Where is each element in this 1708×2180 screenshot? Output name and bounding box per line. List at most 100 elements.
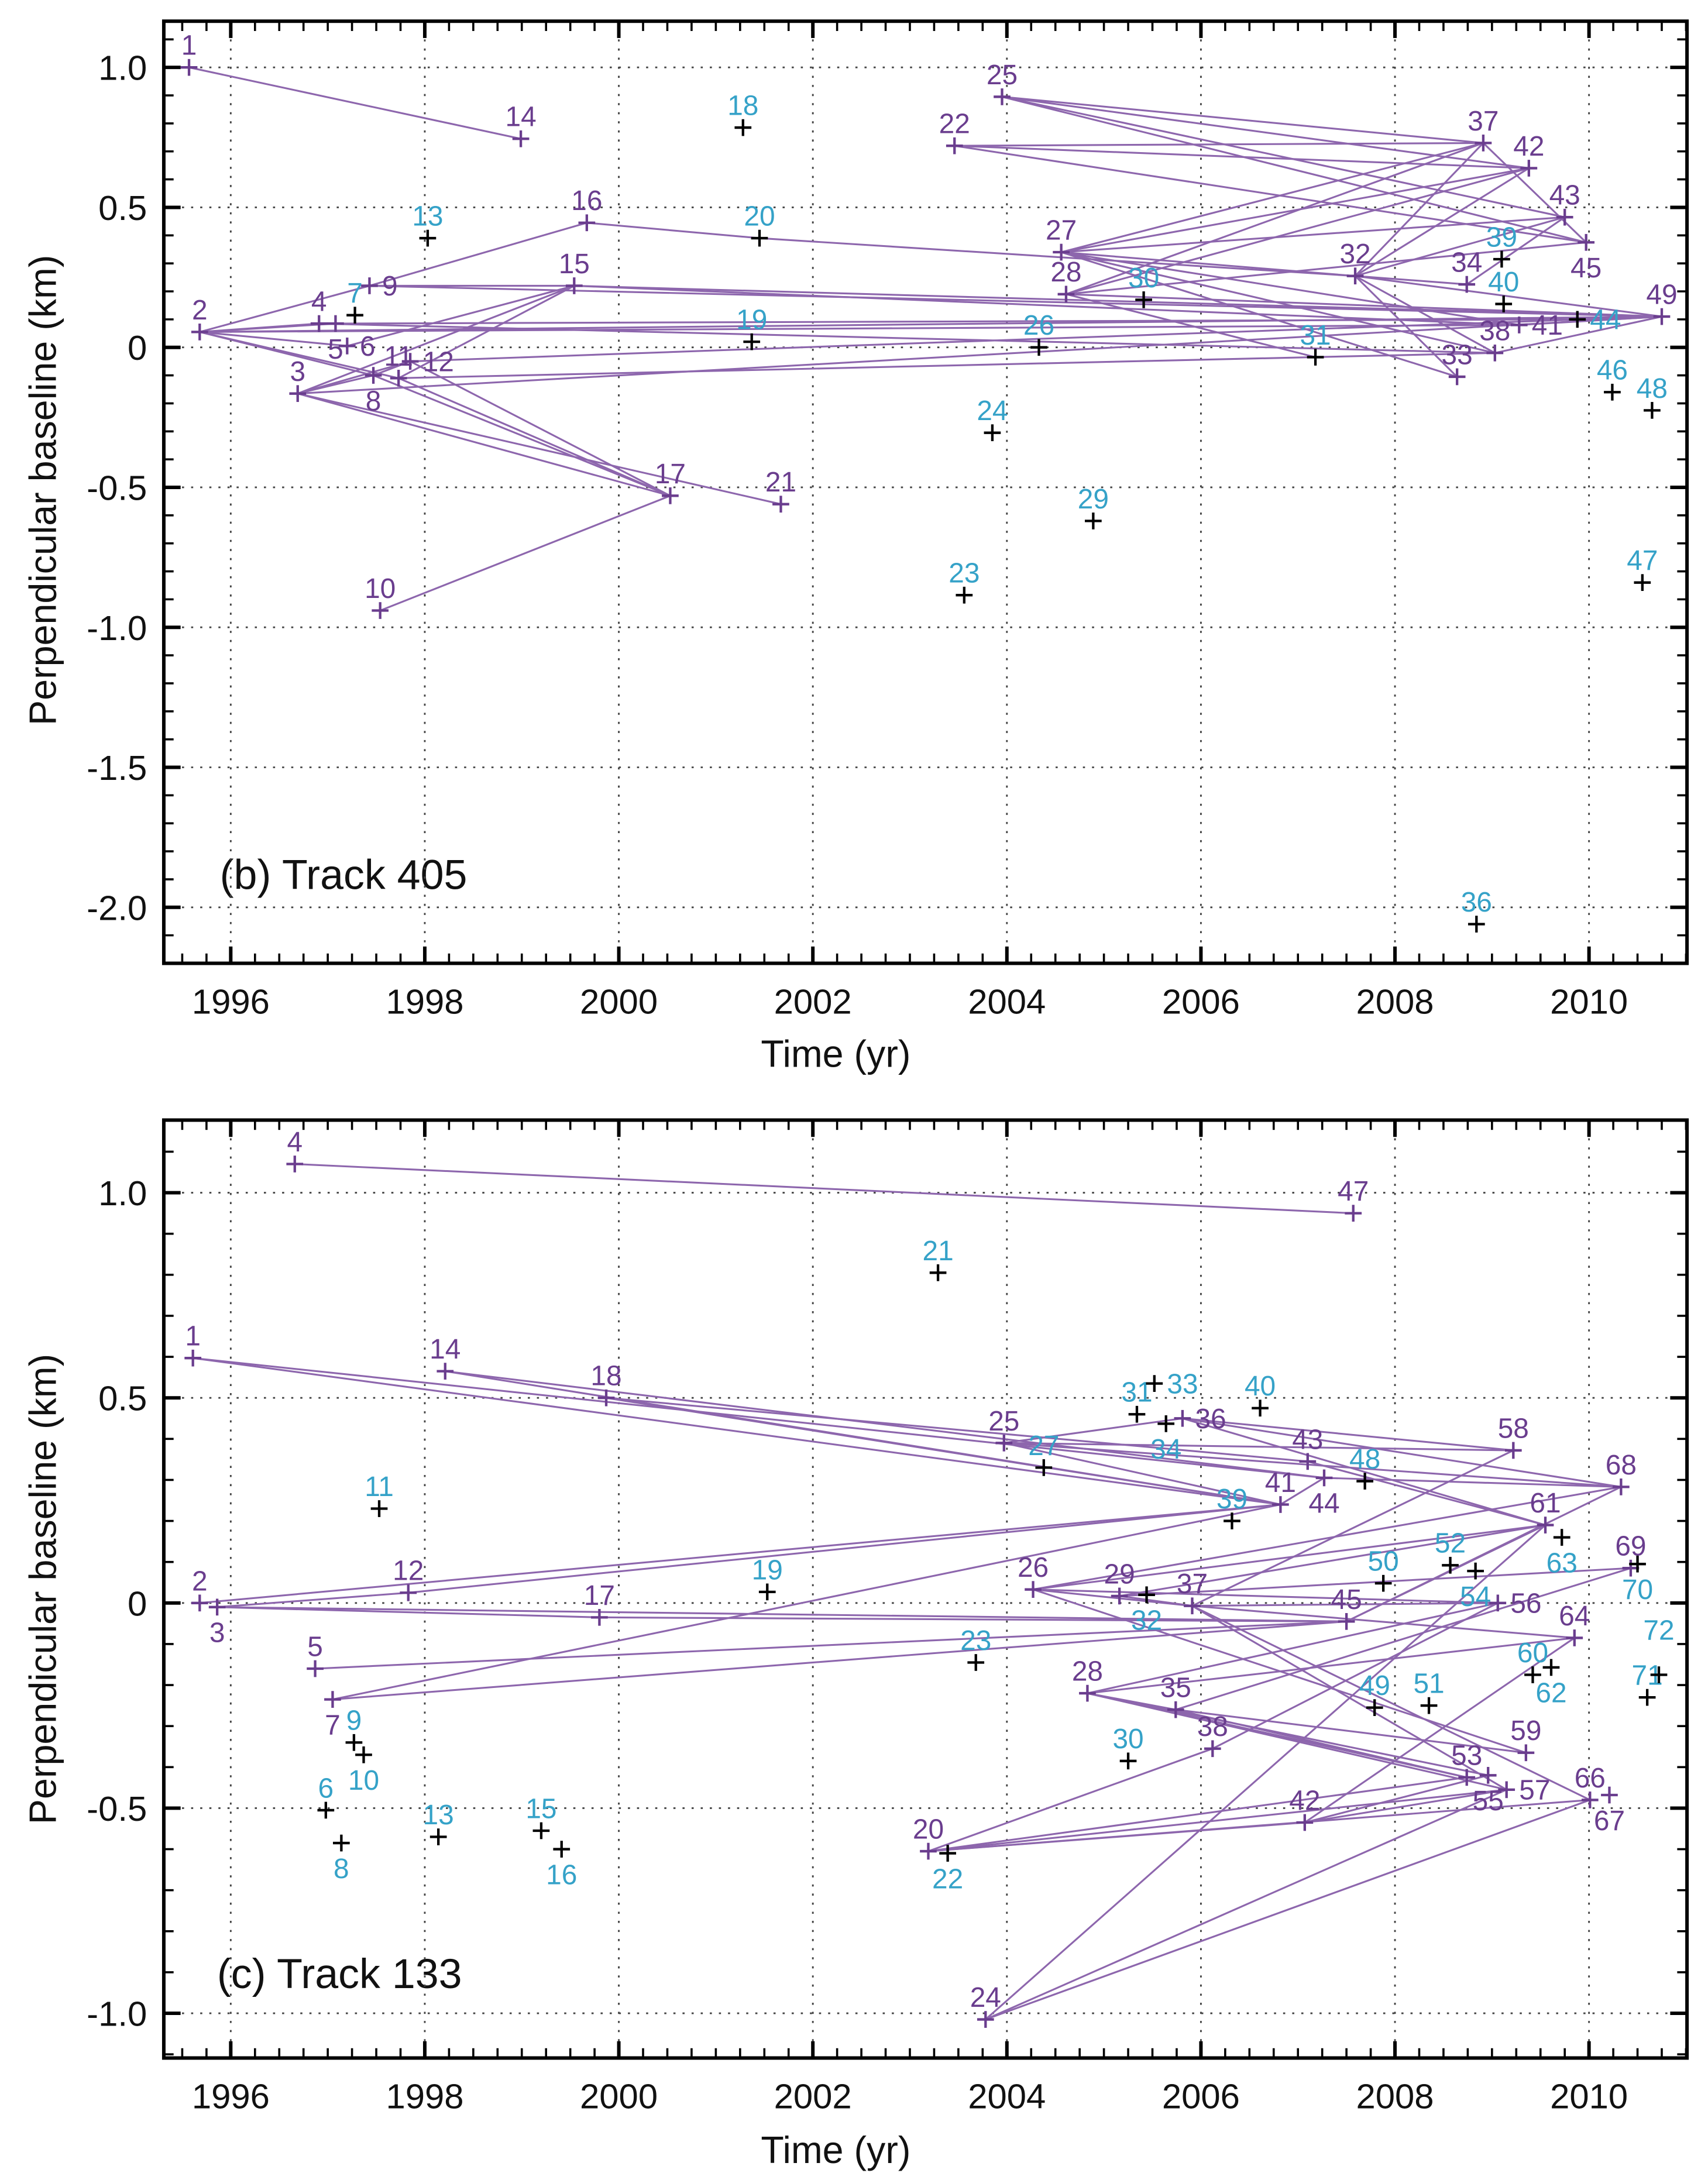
baseline-edge [199, 331, 399, 379]
point-label: 39 [1486, 222, 1517, 253]
data-point: 10 [365, 573, 396, 619]
point-label: 47 [1338, 1176, 1369, 1207]
data-point: 4 [286, 1127, 304, 1172]
chart-track-133: (c) Track 133 Time (yr) Perpendicular ba… [22, 1118, 1689, 2171]
data-point: 41 [1265, 1467, 1296, 1513]
y-tick-label: 1.0 [98, 49, 147, 88]
point-label: 5 [307, 1631, 323, 1662]
data-point: 64 [1559, 1601, 1590, 1646]
baseline-edge [1304, 1789, 1507, 1824]
baseline-edge [1466, 216, 1566, 286]
baseline-edge [1066, 142, 1484, 295]
point-label: 60 [1517, 1638, 1548, 1669]
data-point: 6 [317, 1773, 335, 1819]
x-tick-label: 2006 [1162, 982, 1240, 1022]
point-label: 61 [1530, 1488, 1561, 1519]
point-label: 11 [384, 341, 413, 372]
x-tick-label: 1996 [192, 2077, 270, 2116]
data-point: 53 [1451, 1740, 1482, 1786]
baseline-edge [1355, 275, 1662, 318]
data-point: 1 [184, 1321, 202, 1367]
data-point: 57 [1498, 1775, 1550, 1806]
baseline-edge [217, 1606, 600, 1618]
baseline-edge [1354, 142, 1484, 277]
baseline-edge [1192, 1605, 1575, 1639]
baseline-edge [408, 1503, 1281, 1594]
point-label: 54 [1460, 1581, 1491, 1612]
baseline-edge [1182, 1417, 1621, 1488]
y-tick-label: 0 [128, 1584, 147, 1623]
x-tick-label: 2002 [774, 982, 852, 1022]
point-label: 29 [1104, 1559, 1135, 1590]
point-label: 57 [1519, 1775, 1550, 1806]
x-tick-label: 2010 [1550, 982, 1628, 1022]
data-point: 32 [1339, 239, 1371, 285]
point-label: 16 [571, 185, 602, 216]
baseline-edge [369, 222, 587, 287]
x-tick-label: 1998 [386, 2077, 463, 2116]
y-tick-label: -2.0 [87, 888, 147, 927]
data-point: 7 [324, 1691, 341, 1741]
baseline-edge [332, 1620, 1347, 1701]
point-label: 28 [1072, 1656, 1103, 1687]
baseline-edge [1182, 1417, 1514, 1452]
data-point: 38 [1197, 1711, 1228, 1758]
point-label: 23 [948, 558, 980, 589]
baseline-edge [1061, 251, 1520, 326]
point-label: 44 [1590, 305, 1621, 336]
point-label: 69 [1615, 1531, 1646, 1562]
data-point: 60 [1517, 1638, 1548, 1683]
data-point: 30 [1112, 1724, 1144, 1770]
baseline-edge [1354, 275, 1458, 378]
data-point: 42 [1289, 1785, 1320, 1831]
baseline-edge [1212, 1602, 1499, 1750]
data-point: 11 [384, 341, 413, 387]
baseline-edge [200, 322, 336, 333]
baseline-edge [928, 1789, 1507, 1852]
point-label: 36 [1461, 887, 1492, 918]
point-label: 50 [1368, 1546, 1399, 1577]
point-label: 51 [1413, 1669, 1444, 1700]
point-label: 23 [960, 1625, 991, 1656]
point-label: 43 [1549, 180, 1580, 211]
data-point: 20 [744, 201, 775, 247]
baseline-edge [297, 393, 671, 497]
data-point: 2 [191, 295, 208, 341]
point-label: 13 [423, 1800, 454, 1831]
point-label: 1 [181, 30, 197, 61]
y-axis-label: Perpendicular baseline (km) [22, 255, 64, 725]
data-point: 5 [327, 315, 344, 365]
point-label: 63 [1547, 1548, 1578, 1579]
baseline-edge [200, 324, 1520, 333]
baseline-edge [297, 360, 411, 395]
point-label: 10 [365, 573, 396, 604]
baseline-edge [1033, 1588, 1498, 1604]
point-label: 56 [1510, 1588, 1541, 1619]
baseline-edge [297, 393, 781, 506]
data-point: 45 [1570, 233, 1602, 284]
baseline-edge [1482, 142, 1587, 243]
data-point: 67 [1594, 1786, 1625, 1837]
baseline-edge [1324, 1477, 1621, 1488]
point-label: 42 [1289, 1785, 1320, 1816]
baseline-edge [1066, 293, 1316, 358]
x-tick-label: 2008 [1356, 982, 1434, 1022]
point-label: 27 [1046, 215, 1077, 246]
data-point: 12 [393, 1556, 424, 1601]
data-point: 20 [913, 1814, 944, 1860]
point-label: 34 [1451, 247, 1482, 278]
y-tick-label: 0.5 [98, 188, 147, 228]
baseline-edge [1191, 1605, 1590, 1801]
data-point: 11 [365, 1471, 394, 1517]
y-tick-label: -1.0 [87, 608, 147, 648]
data-point: 16 [571, 185, 602, 232]
point-label: 15 [525, 1793, 556, 1824]
point-label: 31 [1121, 1377, 1152, 1408]
point-label: 67 [1594, 1806, 1625, 1837]
point-label: 8 [366, 386, 382, 417]
chart-title: (b) Track 405 [220, 852, 468, 899]
baseline-edge [954, 145, 1586, 243]
baseline-edge [398, 285, 575, 379]
point-label: 35 [1160, 1673, 1191, 1704]
